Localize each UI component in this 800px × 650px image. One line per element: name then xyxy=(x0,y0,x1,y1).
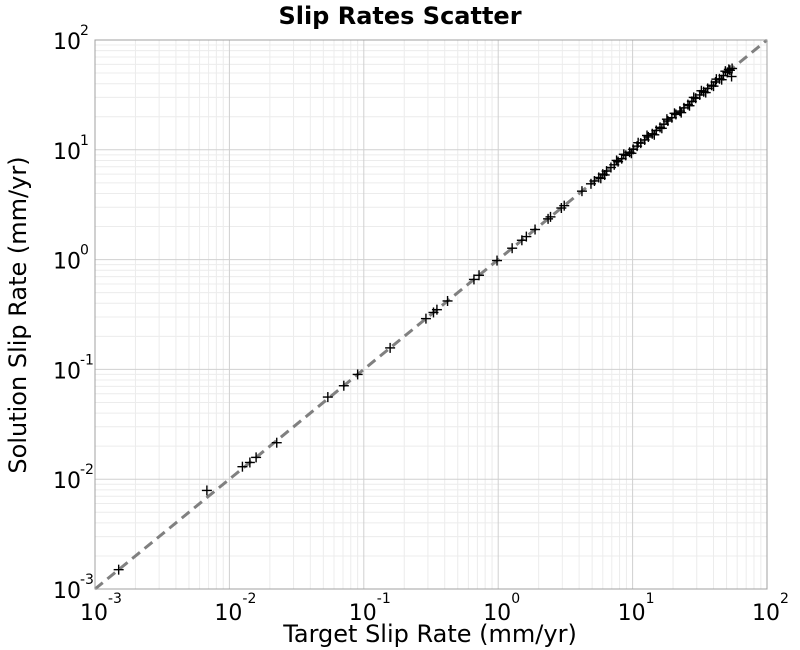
scatter-point xyxy=(708,81,719,92)
y-tick-label: 10 0 xyxy=(53,243,89,275)
x-tick-base: 10 xyxy=(752,601,780,626)
scatter-point xyxy=(244,457,255,468)
x-tick-label: 10-3 xyxy=(80,591,122,626)
x-axis-label: Target Slip Rate (mm/yr) xyxy=(282,620,577,648)
plot-frame xyxy=(94,39,768,590)
y-tick-label: 10 2 xyxy=(53,23,89,55)
scatter-point xyxy=(385,342,396,353)
grid-minor xyxy=(95,40,767,589)
scatter-point xyxy=(322,392,333,403)
x-tick-exponent: 0 xyxy=(511,591,520,607)
y-axis-label: Solution Slip Rate (mm/yr) xyxy=(4,156,32,473)
x-tick-base: 10 xyxy=(214,601,242,626)
scatter-point xyxy=(696,85,707,96)
scatter-point xyxy=(633,137,644,148)
x-tick-label: 101 xyxy=(618,591,655,626)
x-tick-label: 10-2 xyxy=(214,591,256,626)
scatter-point xyxy=(684,100,695,111)
scatter-point xyxy=(545,211,556,222)
scatter-point xyxy=(507,243,518,254)
x-tick-exponent: -2 xyxy=(242,591,256,607)
x-tick-label: 102 xyxy=(752,591,789,626)
reference-line-group xyxy=(94,38,768,591)
y-tick-base: 10 xyxy=(53,140,81,165)
scatter-point xyxy=(420,313,431,324)
scatter-point xyxy=(474,270,485,281)
scatter-point xyxy=(726,71,737,82)
scatter-point xyxy=(688,92,699,103)
scatter-point xyxy=(669,108,680,119)
scatter-point xyxy=(442,295,453,306)
y-tick-exponent: 2 xyxy=(80,23,89,39)
scatter-point xyxy=(543,213,554,224)
x-tick-exponent: -1 xyxy=(377,591,391,607)
x-tick-label: 100 xyxy=(483,591,520,626)
scatter-point xyxy=(716,74,727,85)
scatter-point xyxy=(521,231,532,242)
scatter-point xyxy=(595,173,606,184)
scatter-point xyxy=(338,380,349,391)
y-tick-exponent: -2 xyxy=(80,462,94,478)
scatter-point xyxy=(201,485,212,496)
scatter-point xyxy=(492,255,503,266)
scatter-point xyxy=(431,304,442,315)
x-tick-exponent: 2 xyxy=(780,591,789,607)
scatter-point xyxy=(237,461,248,472)
x-tick-exponent: -3 xyxy=(108,591,122,607)
x-tick-label: 10-1 xyxy=(349,591,391,626)
scatter-point xyxy=(626,148,637,159)
scatter-point xyxy=(251,452,262,463)
scatter-point xyxy=(559,200,570,211)
y-tick-label: 10 -1 xyxy=(53,352,94,384)
x-tick-base: 10 xyxy=(483,601,511,626)
y-tick-base: 10 xyxy=(53,250,81,275)
y-tick-exponent: -3 xyxy=(80,572,94,588)
scatter-point xyxy=(649,129,660,140)
scatter-point xyxy=(724,65,735,76)
x-tick-exponent: 1 xyxy=(646,591,655,607)
x-tick-base: 10 xyxy=(618,601,646,626)
scatter-point xyxy=(642,130,653,141)
scatter-point xyxy=(468,274,479,285)
scatter-point xyxy=(352,369,363,380)
scatter-point xyxy=(611,155,622,166)
scatter-point xyxy=(656,123,667,134)
y-tick-label: 10 -2 xyxy=(53,462,94,494)
y-tick-base: 10 xyxy=(53,30,81,55)
scatter-point xyxy=(113,564,124,575)
y-tick-base: 10 xyxy=(53,359,81,384)
scatter-point xyxy=(576,186,587,197)
x-tick-base: 10 xyxy=(80,601,108,626)
y-tick-base: 10 xyxy=(53,469,81,494)
scatter-point xyxy=(530,224,541,235)
y-tick-exponent: 0 xyxy=(80,243,89,259)
scatter-point xyxy=(720,66,731,77)
scatter-point xyxy=(618,149,629,160)
scatter-point xyxy=(661,114,672,125)
y-tick-label: 10 1 xyxy=(53,133,89,165)
y-tick-label: 10 -3 xyxy=(53,572,94,604)
reference-line xyxy=(94,38,768,591)
y-tick-exponent: 1 xyxy=(80,133,89,149)
scatter-points xyxy=(113,63,738,575)
scatter-point xyxy=(700,87,711,98)
scatter-point xyxy=(271,437,282,448)
chart-title: Slip Rates Scatter xyxy=(278,2,521,30)
y-tick-exponent: -1 xyxy=(80,352,94,368)
y-tick-base: 10 xyxy=(53,579,81,604)
x-tick-base: 10 xyxy=(349,601,377,626)
